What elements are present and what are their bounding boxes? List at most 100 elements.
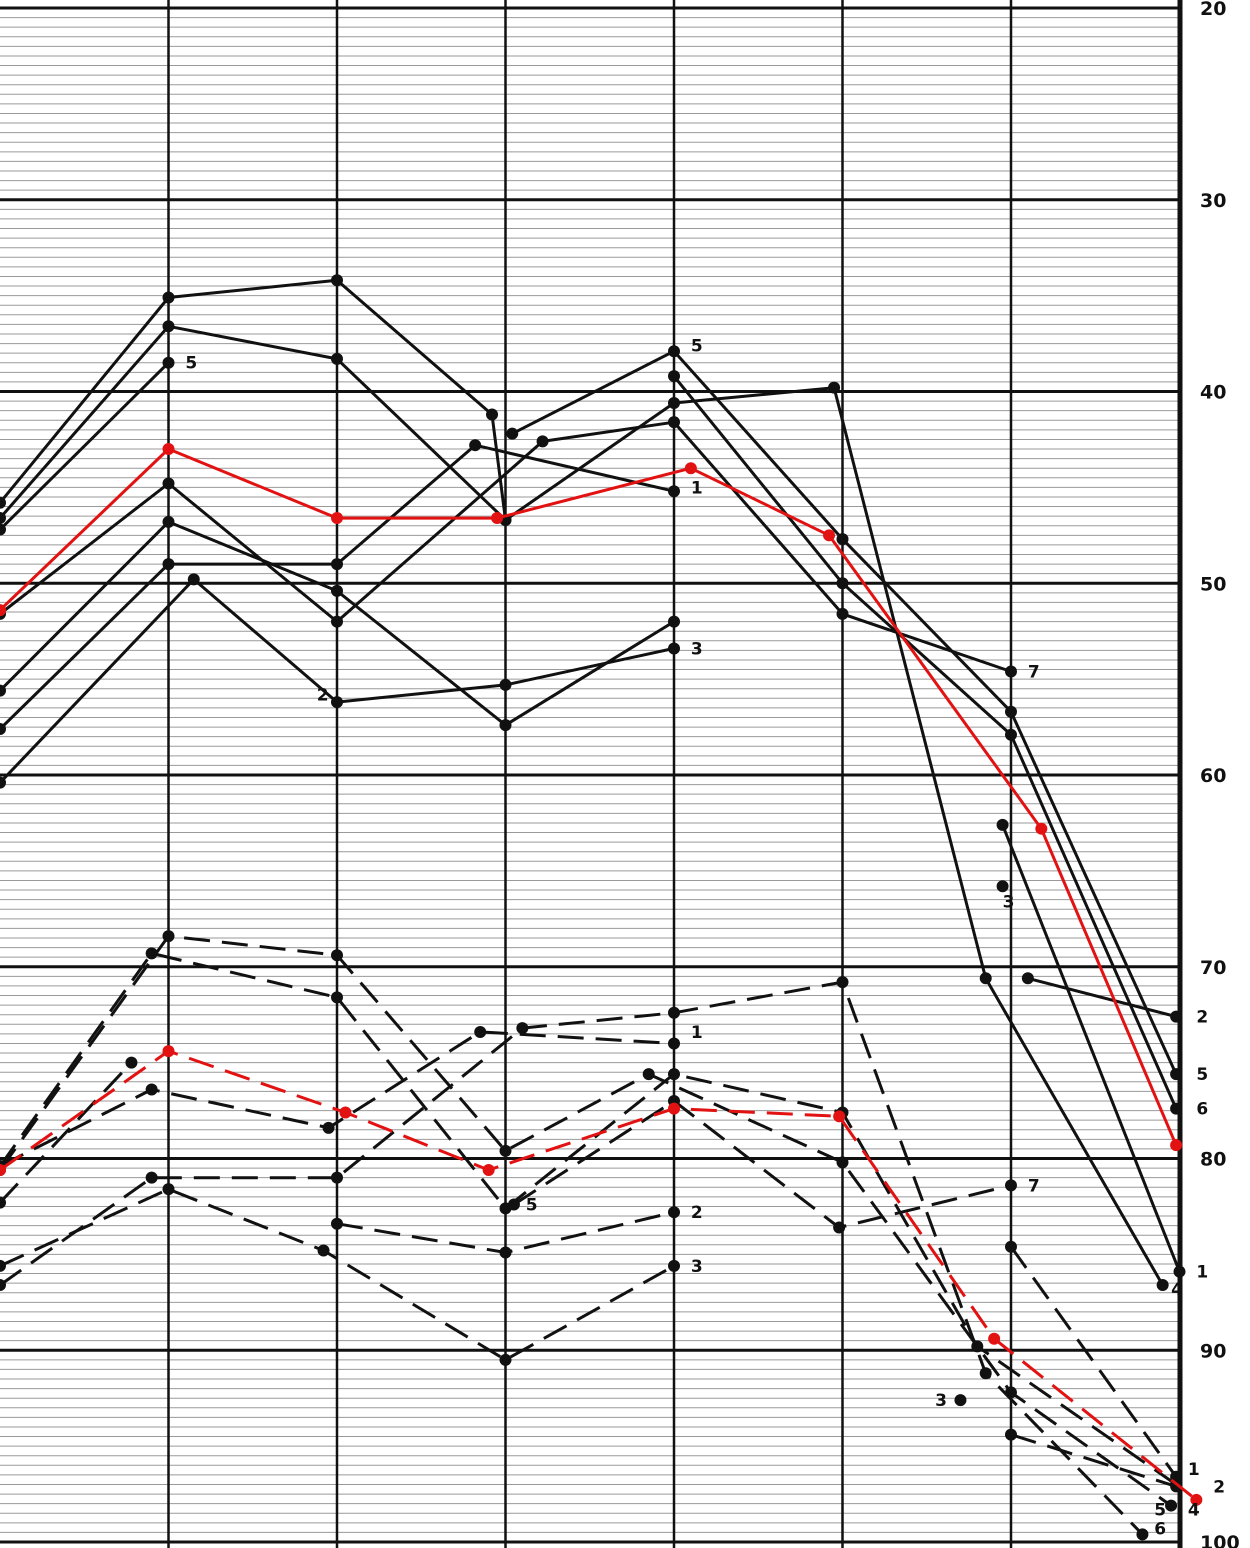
data-point [474, 1025, 487, 1038]
series-line [0, 324, 1164, 1286]
series-line [513, 1099, 1012, 1229]
data-point [491, 512, 504, 525]
data-point [668, 1102, 680, 1115]
data-point [836, 976, 849, 989]
data-point [331, 584, 343, 597]
data-point [331, 1171, 343, 1184]
data-point [536, 435, 549, 448]
data-point [996, 818, 1009, 831]
data-point [833, 1221, 846, 1234]
series-group-dashed-3 [0, 1045, 1203, 1506]
data-point [836, 1156, 849, 1169]
data-point [1136, 1528, 1149, 1541]
data-point [642, 1068, 655, 1081]
point-label: 1 [691, 1023, 703, 1043]
data-point [1005, 1240, 1017, 1253]
point-label: 4 [1188, 1500, 1200, 1520]
data-point [684, 462, 697, 475]
data-point [668, 1006, 680, 1019]
data-point [1005, 665, 1017, 678]
y-tick-label: 50 [1200, 573, 1226, 595]
data-point [482, 1164, 495, 1177]
data-point [331, 615, 343, 628]
y-tick-label: 40 [1200, 382, 1226, 404]
data-point [162, 320, 175, 333]
data-point [499, 1246, 512, 1259]
point-label: 6 [1154, 1520, 1166, 1540]
point-label: 2 [1196, 1008, 1208, 1028]
data-point [1170, 1068, 1183, 1081]
data-point [668, 1259, 680, 1272]
data-point [145, 1083, 158, 1096]
series-line [0, 980, 1144, 1536]
series-line [0, 447, 1178, 1146]
point-label: 5 [185, 354, 197, 374]
minor-gridlines [0, 17, 1180, 1533]
point-label: 3 [691, 639, 703, 659]
series-layer [0, 274, 1203, 1541]
data-point [1005, 705, 1017, 718]
data-point [668, 397, 680, 410]
data-point [1170, 1139, 1183, 1152]
data-point [0, 722, 6, 735]
data-point [162, 930, 175, 943]
data-point [331, 991, 343, 1004]
data-point [0, 523, 6, 536]
series-line [1001, 824, 1181, 1273]
data-point [507, 1198, 520, 1211]
vertical-gridlines [167, 0, 1183, 1548]
series-line [0, 1049, 1198, 1501]
data-point [125, 1056, 138, 1069]
y-tick-label: 80 [1200, 1149, 1226, 1171]
data-point [145, 1171, 158, 1184]
data-point [1005, 1428, 1017, 1441]
data-point [954, 1394, 967, 1407]
data-point [499, 678, 512, 691]
y-tick-label: 30 [1200, 190, 1226, 212]
data-point [0, 776, 6, 789]
y-axis-ticks: 20 30 40 50 60 70 80 90 100 [1200, 0, 1240, 1548]
data-point [996, 880, 1009, 893]
data-point [828, 381, 841, 394]
data-point [1005, 1179, 1017, 1192]
data-point [331, 949, 343, 962]
data-point [1021, 972, 1034, 985]
point-label: 5 [691, 336, 703, 356]
series-line [0, 1061, 133, 1204]
data-point [162, 558, 175, 571]
data-point [499, 1353, 512, 1366]
data-point [0, 1259, 6, 1272]
data-point [322, 1121, 335, 1134]
point-label: 5 [526, 1196, 538, 1216]
data-point [499, 719, 512, 732]
point-label: 2 [1213, 1477, 1225, 1497]
point-label: 5 [1196, 1065, 1208, 1085]
data-point [1173, 1265, 1186, 1278]
data-point [331, 512, 343, 525]
y-tick-label: 60 [1200, 765, 1226, 787]
y-tick-label: 100 [1200, 1532, 1240, 1548]
data-point [0, 1196, 6, 1209]
point-label: 6 [1196, 1100, 1208, 1120]
data-point [162, 1183, 175, 1196]
data-point [506, 427, 519, 440]
series-line [1010, 1433, 1177, 1488]
data-point [668, 416, 680, 429]
data-point [668, 1206, 680, 1219]
data-point [469, 439, 482, 452]
data-point [1170, 1480, 1183, 1493]
point-label: 1 [1188, 1460, 1200, 1480]
data-point [331, 696, 343, 709]
data-point [0, 496, 6, 509]
point-label: 1 [691, 478, 703, 498]
series-line [672, 375, 1178, 1110]
point-label: 3 [691, 1257, 703, 1277]
data-point [0, 1164, 6, 1177]
data-point [833, 1110, 846, 1123]
point-label: 2 [691, 1203, 703, 1223]
data-point [499, 1144, 512, 1157]
data-point [162, 291, 175, 304]
data-point [823, 529, 836, 542]
series-line [0, 361, 170, 531]
